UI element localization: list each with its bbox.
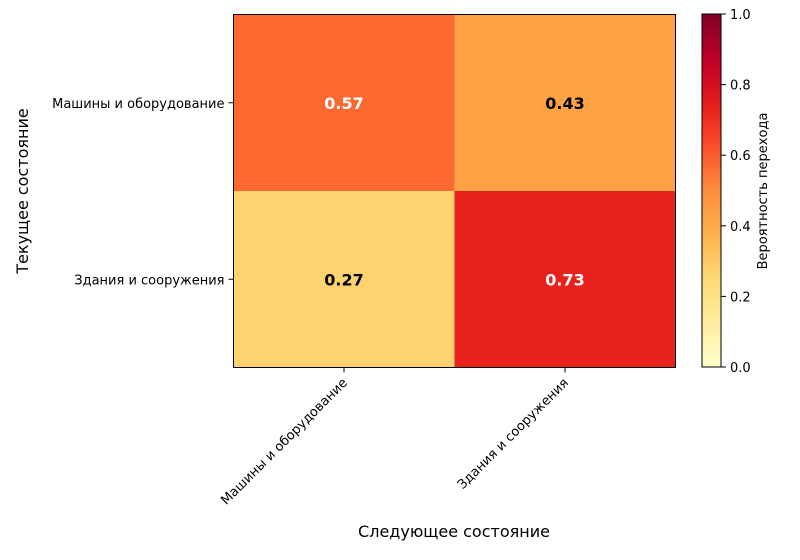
colorbar-ticks: 0.0 0.2 0.4 0.6 0.8 1.0 bbox=[721, 8, 751, 376]
heatmap-cell-r0-c1 bbox=[454, 14, 676, 191]
y-axis-label: Текущее состояние bbox=[13, 108, 32, 274]
colorbar-tick-label-1: 0.2 bbox=[730, 290, 751, 305]
heatmap-cell-r1-c0 bbox=[233, 191, 455, 368]
colorbar-tick-label-5: 1.0 bbox=[730, 8, 751, 23]
cell-value-label-r0-c0: 0.57 bbox=[324, 94, 363, 113]
colorbar-tick-label-4: 0.8 bbox=[730, 79, 751, 94]
x-axis-label: Следующее состояние bbox=[358, 522, 550, 541]
y-tick-label-0: Машины и оборудование bbox=[52, 97, 224, 112]
heatmap-cell-r1-c1 bbox=[454, 191, 676, 368]
heatmap-cell-r0-c0 bbox=[233, 14, 455, 191]
cell-value-label-r0-c1: 0.43 bbox=[545, 94, 584, 113]
colorbar bbox=[701, 13, 722, 368]
colorbar-label: Вероятность перехода bbox=[756, 113, 771, 270]
x-tick-label-1: Здания и сооружения bbox=[455, 376, 572, 493]
y-tick-label-1: Здания и сооружения bbox=[74, 273, 224, 288]
heatmap-value-labels: 0.57 0.43 0.27 0.73 bbox=[324, 94, 584, 290]
y-axis-ticks: Машины и оборудование Здания и сооружения bbox=[52, 97, 234, 288]
colorbar-tick-label-3: 0.6 bbox=[730, 149, 751, 164]
colorbar-tick-label-0: 0.0 bbox=[730, 361, 751, 376]
heatmap-cells bbox=[233, 14, 676, 368]
cell-value-label-r1-c0: 0.27 bbox=[324, 270, 363, 289]
cell-value-label-r1-c1: 0.73 bbox=[545, 270, 584, 289]
x-tick-label-0: Машины и оборудование bbox=[218, 376, 351, 509]
x-axis-ticks: Машины и оборудование Здания и сооружения bbox=[218, 367, 572, 509]
colorbar-tick-label-2: 0.4 bbox=[730, 220, 751, 235]
plot-frame bbox=[233, 14, 676, 368]
